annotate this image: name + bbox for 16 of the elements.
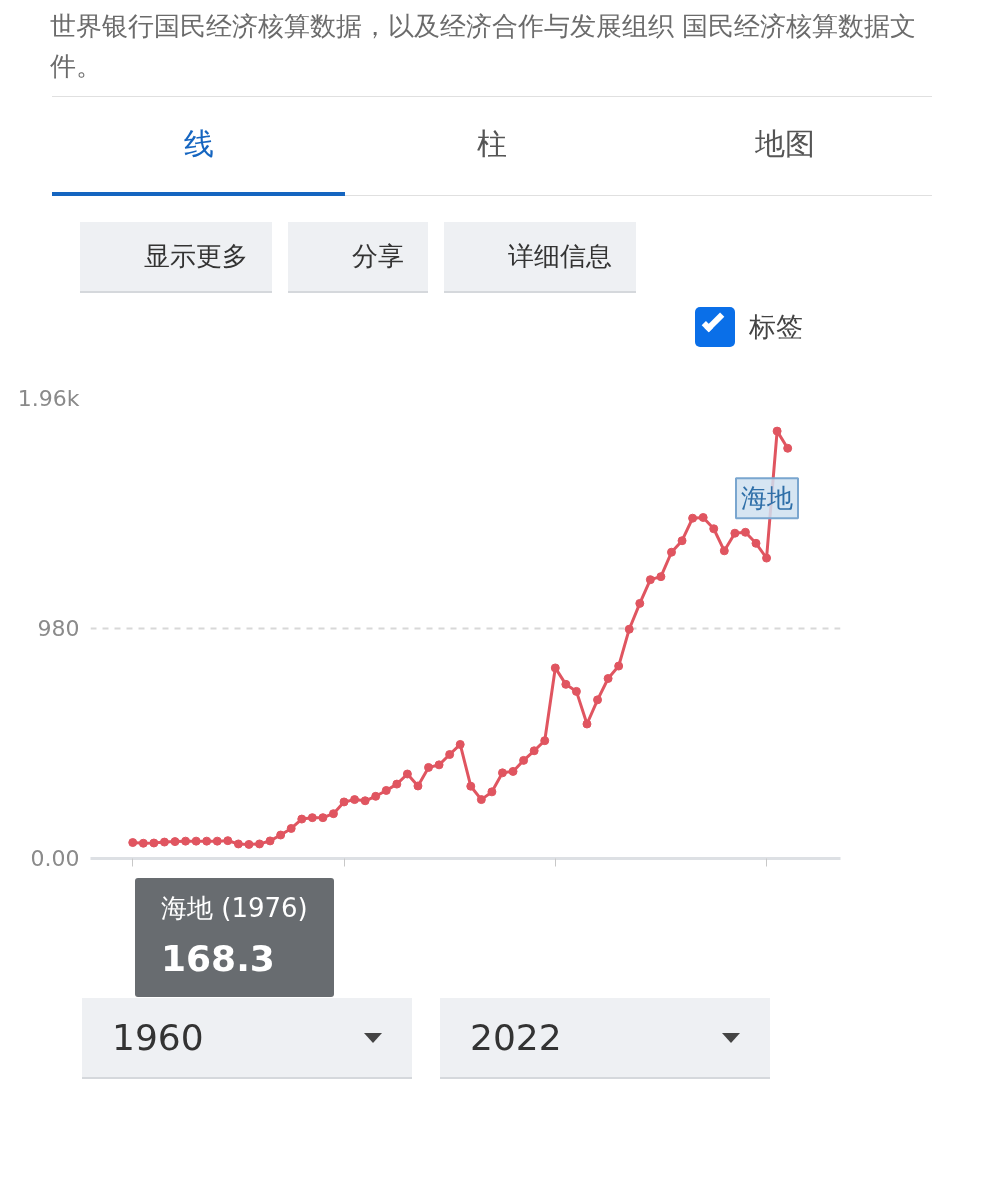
- text: 世界银行国民经济核算数据，以及经济合作与发展组织 国民经济核算数据文件。: [50, 10, 918, 83]
- y-tick-label: 0.00: [30, 846, 80, 871]
- text: 海地 (1976): [161, 892, 308, 925]
- text: 显示更多: [80, 222, 272, 294]
- text: 柱: [345, 97, 639, 196]
- text: 分享: [288, 222, 428, 294]
- text: 详细信息: [444, 222, 636, 294]
- text: 地图: [638, 97, 932, 196]
- series-label: 海地: [740, 483, 793, 514]
- text: 1960: [112, 1016, 204, 1060]
- text: 2022: [470, 1016, 562, 1060]
- y-tick-label: 1.96k: [17, 386, 80, 411]
- y-tick-label: 980: [37, 616, 80, 641]
- text: 线: [52, 97, 346, 196]
- text: 168.3: [161, 937, 276, 982]
- text: 标签: [748, 309, 803, 344]
